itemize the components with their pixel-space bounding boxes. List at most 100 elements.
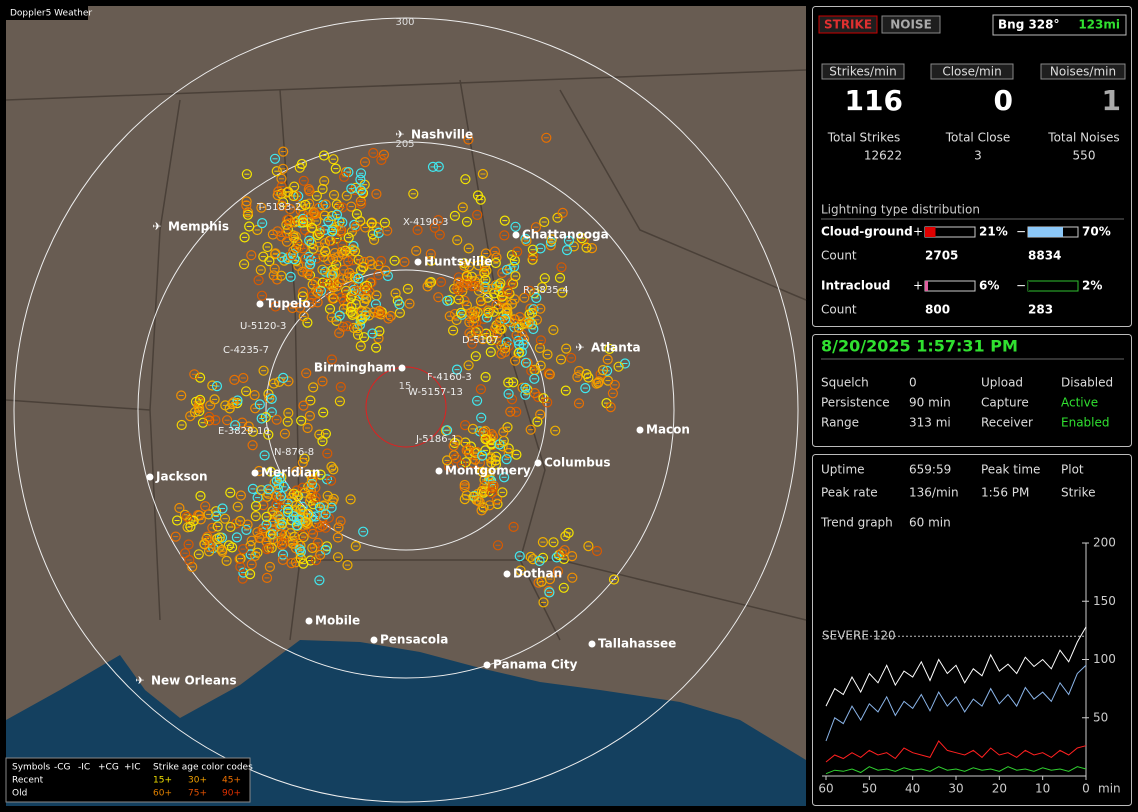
sign: −: [1016, 279, 1026, 293]
strike: [539, 216, 550, 228]
strike: [353, 273, 364, 284]
y-tick-label: 100: [1093, 652, 1116, 666]
strike: [496, 348, 507, 359]
rate-button[interactable]: [821, 63, 905, 80]
strike: [535, 335, 547, 346]
strike: [605, 402, 616, 413]
count: 800: [925, 303, 950, 317]
bar-frame: [924, 280, 976, 292]
strike: [489, 246, 500, 257]
strike: [525, 551, 536, 563]
setting: Disabled: [1061, 376, 1113, 390]
noise-button-label: NOISE: [890, 18, 932, 32]
strike: [490, 280, 502, 291]
strike: [411, 245, 422, 256]
strike: [271, 414, 282, 425]
strike: [253, 275, 264, 286]
strike: [326, 226, 338, 237]
strike: [508, 521, 519, 533]
strike: [491, 451, 502, 462]
strike: [513, 322, 525, 333]
legend-column: +CG: [98, 763, 119, 773]
strike: [567, 572, 578, 583]
strike: [559, 545, 570, 556]
strike: [535, 243, 546, 254]
strike: [339, 171, 350, 182]
strike: [376, 255, 387, 267]
strike: [223, 540, 234, 551]
rate-button[interactable]: [930, 63, 1014, 80]
strike: [366, 218, 377, 229]
strike: [291, 520, 302, 531]
strike: [271, 499, 282, 510]
strike: [305, 485, 316, 497]
strike: [304, 410, 315, 421]
strike: [212, 521, 223, 532]
strike: [309, 208, 320, 219]
strike: [448, 325, 459, 336]
strike: [352, 323, 363, 334]
sign: −: [1016, 225, 1026, 239]
total-label: Total Noises: [1047, 131, 1119, 145]
strike: [435, 276, 447, 288]
rate-button[interactable]: [1040, 63, 1126, 80]
airport-icon: ✈: [395, 128, 404, 141]
strike: [434, 229, 445, 240]
strike: [183, 539, 194, 550]
strike: [536, 576, 547, 587]
setting: Enabled: [1061, 416, 1110, 430]
strike: [502, 286, 513, 297]
strike: [311, 253, 322, 264]
strike: [342, 559, 353, 571]
strike: [294, 302, 305, 313]
strike: [465, 307, 476, 318]
status-panel: [812, 6, 1132, 327]
strike: [308, 243, 319, 254]
threshold-label: SEVERE 120: [822, 629, 896, 643]
strike: [272, 510, 284, 521]
strike: [221, 555, 232, 567]
strike: [305, 259, 316, 270]
stat: Uptime: [821, 463, 865, 477]
strike: [300, 199, 311, 210]
strike: [499, 314, 511, 325]
strike: [480, 425, 491, 436]
range-ring: [265, 269, 547, 551]
strike: [499, 472, 510, 483]
settings: Squelch 0 Upload Disabled Persistence 90 min C…: [821, 376, 1113, 430]
strike: [541, 132, 552, 143]
strike: [369, 234, 380, 245]
storm-label: X-4190-3: [403, 217, 448, 228]
strike: [563, 235, 575, 246]
strike: [308, 499, 319, 510]
strike: [583, 540, 594, 552]
strike: [455, 307, 467, 318]
strike-button[interactable]: [818, 15, 878, 34]
share-bar: [1028, 281, 1029, 291]
strike: [174, 502, 185, 514]
strike: [346, 183, 357, 194]
strike: [298, 558, 309, 569]
strike: [506, 394, 518, 405]
strike: [239, 259, 250, 270]
strike: [565, 352, 577, 363]
strike: [478, 428, 489, 439]
legend-row: Old: [12, 789, 27, 799]
share-label: 70%: [1082, 225, 1111, 239]
strike: [473, 325, 484, 336]
legend-box: [5, 757, 251, 803]
strike: [337, 217, 348, 228]
strike: [305, 395, 316, 406]
legend-row: Recent: [12, 776, 44, 786]
strike: [317, 520, 328, 532]
noise-button[interactable]: [881, 15, 941, 34]
strike: [282, 506, 294, 518]
strike: [359, 332, 370, 343]
strike: [318, 501, 330, 512]
strike: [488, 306, 499, 317]
strike: [535, 303, 546, 314]
x-unit: min: [1098, 782, 1121, 796]
strike: [385, 310, 396, 322]
strike: [326, 475, 337, 486]
strike: [542, 349, 553, 360]
